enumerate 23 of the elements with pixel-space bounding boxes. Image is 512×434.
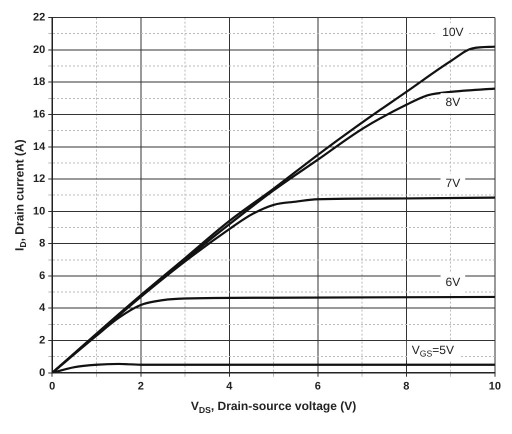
y-tick-label: 0 [39, 366, 46, 379]
y-tick-label: 14 [32, 140, 46, 153]
x-tick-label: 10 [488, 380, 502, 392]
y-tick-label: 10 [32, 205, 46, 218]
series-label: 7V [446, 176, 460, 190]
y-tick-label: 18 [32, 76, 46, 88]
y-tick-label: 4 [39, 302, 46, 314]
y-tick-label: 8 [39, 238, 46, 250]
y-tick-label: 22 [32, 12, 46, 24]
y-tick-label: 6 [39, 270, 46, 282]
y-tick-label: 2 [39, 334, 46, 347]
x-tick-label: 2 [138, 380, 144, 392]
series-label: 10V [442, 24, 464, 39]
x-tick-label: 0 [49, 380, 56, 392]
x-tick-label: 8 [403, 380, 410, 392]
y-tick-label: 20 [32, 44, 46, 56]
y-tick-label: 16 [32, 108, 46, 121]
series-label: 6V [446, 275, 460, 290]
x-tick-label: 6 [314, 380, 321, 392]
y-axis-title: ID, Drain current (A) [12, 139, 28, 251]
y-tick-label: 12 [32, 173, 46, 186]
x-tick-label: 4 [226, 380, 234, 392]
series-label: 8V [446, 95, 460, 110]
